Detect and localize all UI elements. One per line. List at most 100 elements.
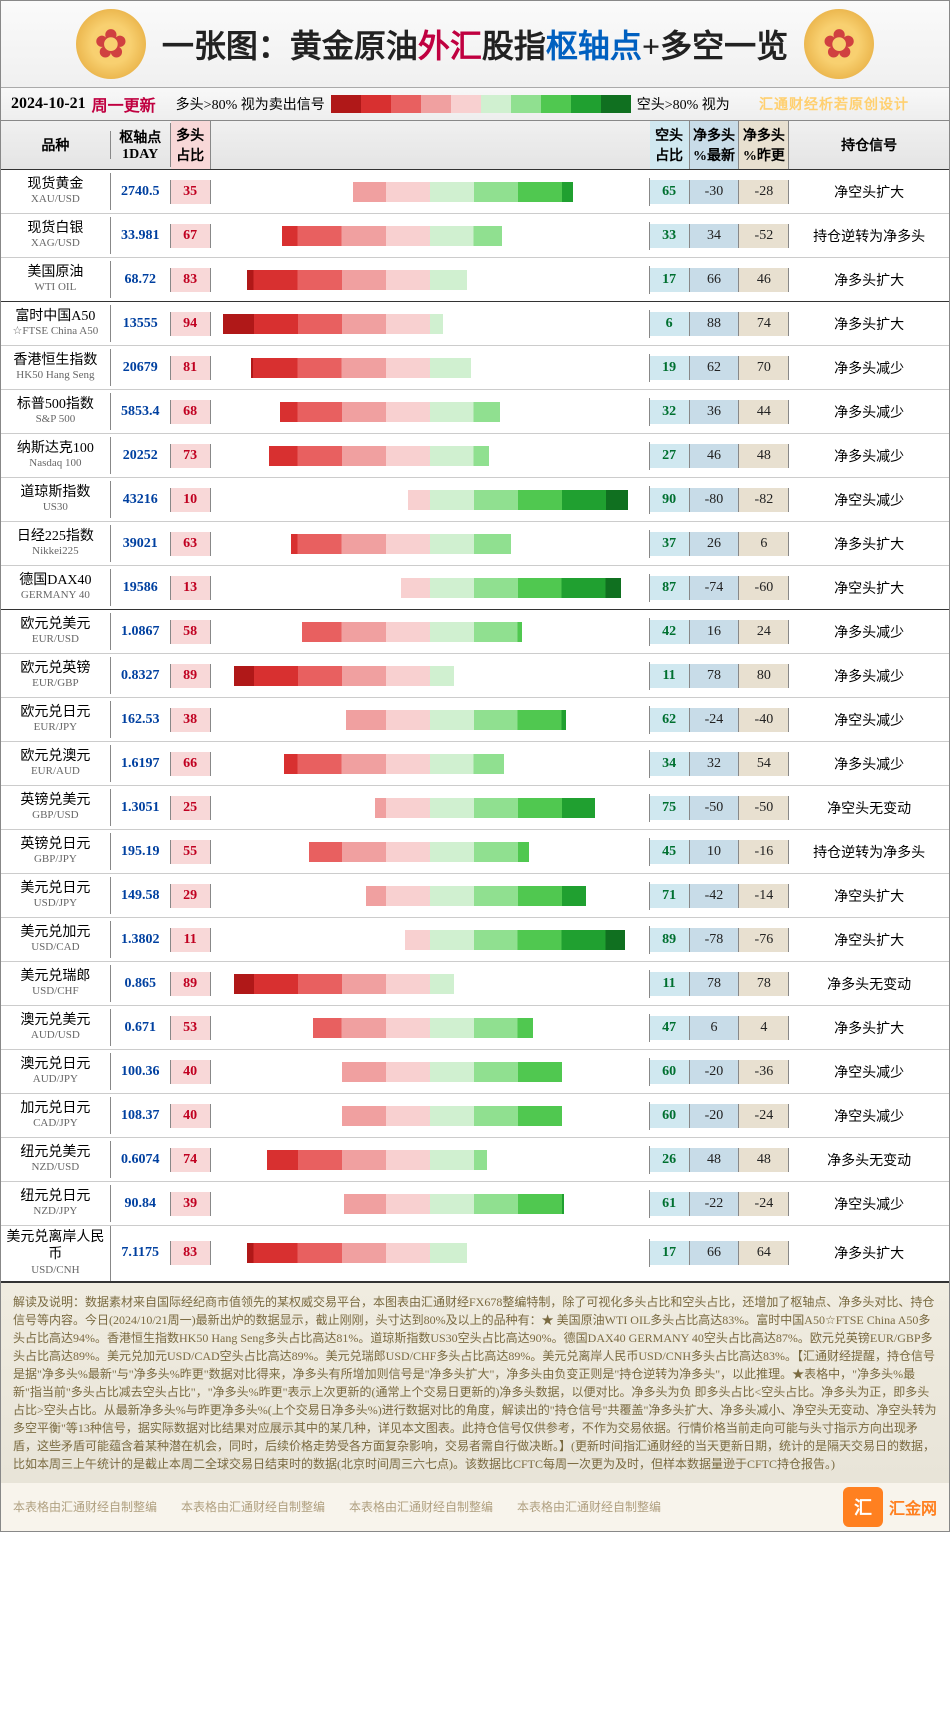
- footer-text: 解读及说明：数据素材来自国际经纪商市值领先的某权威交易平台，本图表由汇通财经FX…: [1, 1282, 949, 1483]
- instrument-name: 标普500指数S&P 500: [1, 393, 111, 431]
- pivot-value: 2740.5: [111, 180, 171, 204]
- signal-text: 净多头无变动: [789, 1146, 949, 1174]
- site-logo-icon: 汇: [843, 1487, 883, 1527]
- signal-text: 净多头扩大: [789, 310, 949, 338]
- net-prev: -52: [739, 224, 789, 248]
- pivot-value: 1.3802: [111, 928, 171, 952]
- net-now: -20: [690, 1104, 740, 1128]
- net-prev: 78: [739, 972, 789, 996]
- credits-text: 本表格由汇通财经自制整编 本表格由汇通财经自制整编 本表格由汇通财经自制整编 本…: [13, 1498, 661, 1515]
- long-pct: 67: [171, 224, 211, 248]
- net-prev: 74: [739, 312, 789, 336]
- bar-chart-cell: [211, 1014, 650, 1042]
- net-now: 66: [690, 268, 740, 292]
- long-pct: 73: [171, 444, 211, 468]
- net-prev: 80: [739, 664, 789, 688]
- bar-chart-cell: [211, 1058, 650, 1086]
- instrument-name: 英镑兑日元GBP/JPY: [1, 833, 111, 871]
- instrument-name: 纽元兑美元NZD/USD: [1, 1141, 111, 1179]
- bar-chart-cell: [211, 706, 650, 734]
- instrument-name: 现货白银XAG/USD: [1, 217, 111, 255]
- signal-text: 净多头减少: [789, 618, 949, 646]
- pivot-value: 1.0867: [111, 620, 171, 644]
- short-pct: 90: [650, 488, 690, 512]
- long-pct: 89: [171, 664, 211, 688]
- short-pct: 42: [650, 620, 690, 644]
- table-row: 德国DAX40GERMANY 40195861387-74-60净空头扩大: [1, 566, 949, 610]
- net-prev: -50: [739, 796, 789, 820]
- short-pct: 62: [650, 708, 690, 732]
- col-header-signal: 持仓信号: [789, 131, 949, 159]
- footer-credits: 本表格由汇通财经自制整编 本表格由汇通财经自制整编 本表格由汇通财经自制整编 本…: [1, 1483, 949, 1531]
- short-pct: 32: [650, 400, 690, 424]
- table-row: 日经225指数Nikkei225390216337266净多头扩大: [1, 522, 949, 566]
- long-pct: 83: [171, 268, 211, 292]
- signal-text: 净多头扩大: [789, 266, 949, 294]
- short-pct: 71: [650, 884, 690, 908]
- table-row: 标普500指数S&P 5005853.468323644净多头减少: [1, 390, 949, 434]
- title-plus: +: [642, 28, 660, 64]
- long-pct: 94: [171, 312, 211, 336]
- bar-chart-cell: [211, 750, 650, 778]
- short-pct: 33: [650, 224, 690, 248]
- logo-left: [76, 9, 146, 79]
- net-now: 78: [690, 972, 740, 996]
- long-pct: 74: [171, 1148, 211, 1172]
- instrument-name: 道琼斯指数US30: [1, 481, 111, 519]
- col-header-long: 多头 占比: [171, 121, 211, 169]
- instrument-name: 纽元兑日元NZD/JPY: [1, 1185, 111, 1223]
- net-prev: 64: [739, 1241, 789, 1265]
- net-prev: 46: [739, 268, 789, 292]
- bar-chart-cell: [211, 1190, 650, 1218]
- net-prev: -82: [739, 488, 789, 512]
- long-pct: 35: [171, 180, 211, 204]
- signal-text: 净多头减少: [789, 662, 949, 690]
- signal-text: 净空头扩大: [789, 926, 949, 954]
- logo-right: [804, 9, 874, 79]
- short-pct: 26: [650, 1148, 690, 1172]
- col-header-netprev: 净多头 %昨更: [739, 121, 789, 169]
- pivot-value: 0.6074: [111, 1148, 171, 1172]
- rows-container: 现货黄金XAU/USD2740.53565-30-28净空头扩大现货白银XAG/…: [1, 170, 949, 1282]
- bar-chart-cell: [211, 794, 650, 822]
- bar-chart-cell: [211, 1239, 650, 1267]
- instrument-name: 美国原油WTI OIL: [1, 261, 111, 299]
- instrument-name: 欧元兑日元EUR/JPY: [1, 701, 111, 739]
- short-pct: 65: [650, 180, 690, 204]
- net-now: -80: [690, 488, 740, 512]
- instrument-name: 现货黄金XAU/USD: [1, 173, 111, 211]
- instrument-name: 美元兑离岸人民币USD/CNH: [1, 1226, 111, 1281]
- net-now: 32: [690, 752, 740, 776]
- net-prev: 54: [739, 752, 789, 776]
- short-pct: 17: [650, 268, 690, 292]
- instrument-name: 欧元兑澳元EUR/AUD: [1, 745, 111, 783]
- bar-chart-cell: [211, 882, 650, 910]
- title-suffix: 多空一览: [660, 28, 788, 64]
- pivot-value: 100.36: [111, 1060, 171, 1084]
- signal-text: 净多头无变动: [789, 970, 949, 998]
- net-prev: 70: [739, 356, 789, 380]
- pivot-value: 149.58: [111, 884, 171, 908]
- net-now: 62: [690, 356, 740, 380]
- pivot-value: 1.6197: [111, 752, 171, 776]
- pivot-value: 1.3051: [111, 796, 171, 820]
- net-prev: 48: [739, 444, 789, 468]
- instrument-name: 欧元兑美元EUR/USD: [1, 613, 111, 651]
- pivot-value: 68.72: [111, 268, 171, 292]
- net-prev: 48: [739, 1148, 789, 1172]
- net-prev: 24: [739, 620, 789, 644]
- bar-chart-cell: [211, 970, 650, 998]
- pivot-value: 108.37: [111, 1104, 171, 1128]
- table-row: 纽元兑日元NZD/JPY90.843961-22-24净空头减少: [1, 1182, 949, 1226]
- long-pct: 53: [171, 1016, 211, 1040]
- short-pct: 17: [650, 1241, 690, 1265]
- long-pct: 13: [171, 576, 211, 600]
- short-pct: 11: [650, 664, 690, 688]
- net-prev: -36: [739, 1060, 789, 1084]
- signal-text: 净多头扩大: [789, 1014, 949, 1042]
- signal-text: 净多头扩大: [789, 1239, 949, 1267]
- signal-text: 净多头减少: [789, 354, 949, 382]
- bar-chart-cell: [211, 310, 650, 338]
- bar-chart-cell: [211, 222, 650, 250]
- instrument-name: 澳元兑日元AUD/JPY: [1, 1053, 111, 1091]
